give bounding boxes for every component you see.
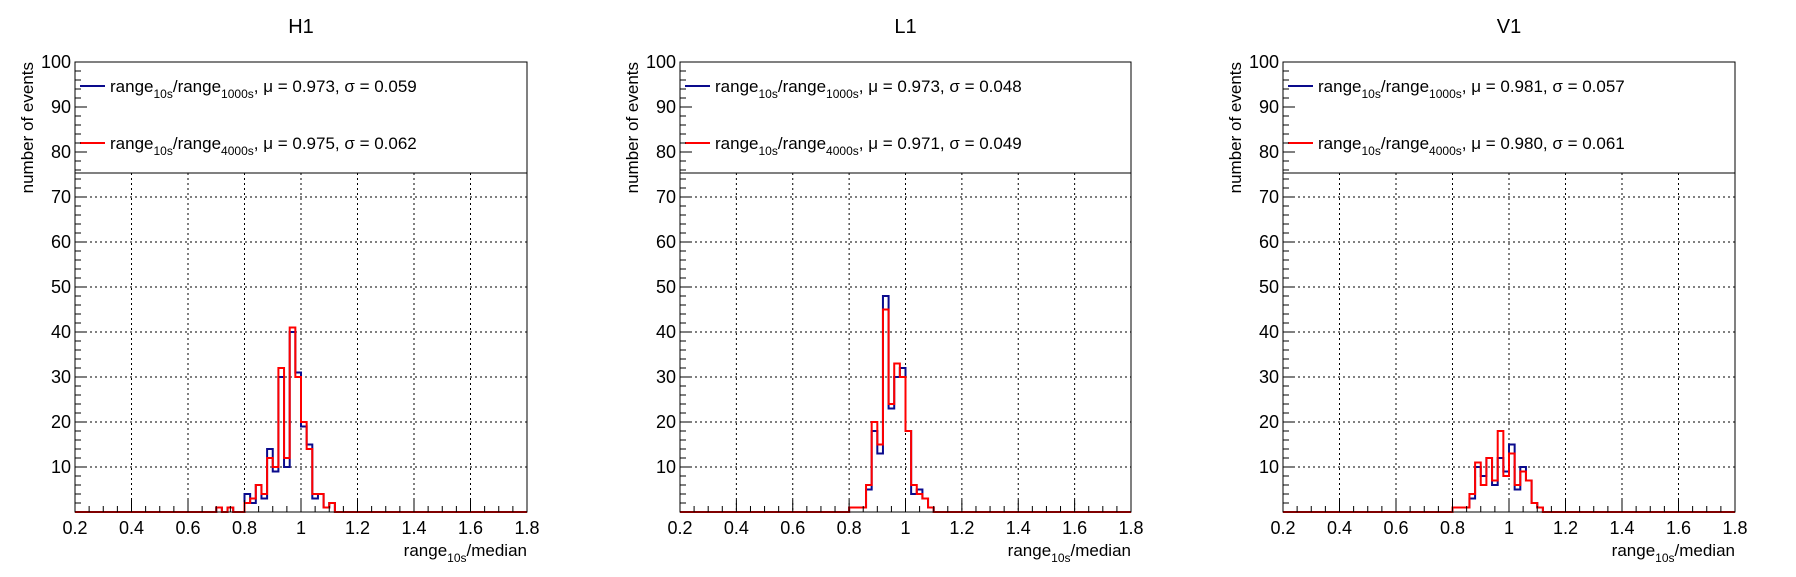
panel-v1: range10s/range1000s, μ = 0.981, σ = 0.05… xyxy=(1226,16,1748,565)
y-axis-label: number of events xyxy=(1226,62,1245,193)
y-tick-label: 40 xyxy=(51,322,71,342)
y-tick-label: 80 xyxy=(1259,142,1279,162)
x-tick-label: 0.4 xyxy=(119,518,144,538)
x-tick-label: 1.8 xyxy=(1722,518,1747,538)
x-axis-label: range10s/median xyxy=(404,541,527,565)
y-tick-label: 30 xyxy=(1259,367,1279,387)
y-tick-label: 10 xyxy=(1259,457,1279,477)
x-tick-label: 1 xyxy=(1504,518,1514,538)
x-tick-label: 1 xyxy=(900,518,910,538)
y-tick-label: 70 xyxy=(1259,187,1279,207)
legend-entry-2: range10s/range4000s, μ = 0.971, σ = 0.04… xyxy=(715,134,1022,158)
panel-title: L1 xyxy=(894,16,916,38)
x-tick-label: 0.8 xyxy=(232,518,257,538)
y-tick-label: 60 xyxy=(656,232,676,252)
y-tick-label: 30 xyxy=(656,367,676,387)
x-tick-label: 1 xyxy=(296,518,306,538)
legend: range10s/range1000s, μ = 0.973, σ = 0.05… xyxy=(74,61,528,174)
y-tick-label: 20 xyxy=(656,412,676,432)
y-tick-label: 40 xyxy=(1259,322,1279,342)
legend-entry-2: range10s/range4000s, μ = 0.975, σ = 0.06… xyxy=(110,134,417,158)
x-tick-label: 1.6 xyxy=(1666,518,1691,538)
x-tick-label: 0.6 xyxy=(1383,518,1408,538)
legend-entry-1: range10s/range1000s, μ = 0.973, σ = 0.04… xyxy=(715,77,1022,101)
x-tick-label: 0.6 xyxy=(175,518,200,538)
y-tick-label: 30 xyxy=(51,367,71,387)
x-tick-label: 1.4 xyxy=(401,518,426,538)
y-tick-label: 50 xyxy=(1259,277,1279,297)
y-tick-label: 100 xyxy=(1249,52,1279,72)
y-tick-label: 90 xyxy=(1259,97,1279,117)
y-tick-label: 60 xyxy=(1259,232,1279,252)
x-tick-label: 0.2 xyxy=(667,518,692,538)
histogram-series-2 xyxy=(75,326,527,513)
legend-entry-1: range10s/range1000s, μ = 0.981, σ = 0.05… xyxy=(1318,77,1625,101)
x-tick-label: 1.2 xyxy=(949,518,974,538)
legend-box xyxy=(679,61,1132,174)
histogram-series-2 xyxy=(1283,430,1735,513)
x-tick-label: 0.4 xyxy=(1327,518,1352,538)
y-tick-label: 60 xyxy=(51,232,71,252)
y-tick-label: 80 xyxy=(656,142,676,162)
x-axis-label: range10s/median xyxy=(1612,541,1735,565)
x-axis-label: range10s/median xyxy=(1008,541,1131,565)
x-tick-label: 1.6 xyxy=(1062,518,1087,538)
legend: range10s/range1000s, μ = 0.973, σ = 0.04… xyxy=(679,61,1132,174)
y-tick-label: 70 xyxy=(656,187,676,207)
y-tick-label: 90 xyxy=(51,97,71,117)
legend-box xyxy=(1282,61,1736,174)
x-tick-label: 1.8 xyxy=(514,518,539,538)
x-tick-label: 0.2 xyxy=(1270,518,1295,538)
legend-box xyxy=(74,61,528,174)
y-tick-label: 40 xyxy=(656,322,676,342)
y-tick-label: 10 xyxy=(51,457,71,477)
x-tick-label: 1.2 xyxy=(1553,518,1578,538)
histogram-series-2 xyxy=(680,308,1131,513)
x-tick-label: 0.8 xyxy=(837,518,862,538)
legend: range10s/range1000s, μ = 0.981, σ = 0.05… xyxy=(1282,61,1736,174)
x-tick-label: 1.2 xyxy=(345,518,370,538)
y-axis-label: number of events xyxy=(18,62,37,193)
y-tick-label: 20 xyxy=(1259,412,1279,432)
y-tick-label: 100 xyxy=(41,52,71,72)
x-tick-label: 0.4 xyxy=(724,518,749,538)
x-tick-label: 0.8 xyxy=(1440,518,1465,538)
panel-h1: range10s/range1000s, μ = 0.973, σ = 0.05… xyxy=(18,16,540,565)
y-tick-label: 80 xyxy=(51,142,71,162)
legend-entry-1: range10s/range1000s, μ = 0.973, σ = 0.05… xyxy=(110,77,417,101)
x-tick-label: 1.4 xyxy=(1006,518,1031,538)
y-tick-label: 70 xyxy=(51,187,71,207)
y-tick-label: 50 xyxy=(51,277,71,297)
y-tick-label: 90 xyxy=(656,97,676,117)
y-tick-label: 100 xyxy=(646,52,676,72)
x-tick-label: 0.2 xyxy=(62,518,87,538)
panel-title: H1 xyxy=(288,16,314,38)
x-tick-label: 1.4 xyxy=(1609,518,1634,538)
y-tick-label: 10 xyxy=(656,457,676,477)
x-tick-label: 1.6 xyxy=(458,518,483,538)
panel-l1: range10s/range1000s, μ = 0.973, σ = 0.04… xyxy=(623,16,1144,565)
x-tick-label: 1.8 xyxy=(1118,518,1143,538)
y-tick-label: 50 xyxy=(656,277,676,297)
panel-title: V1 xyxy=(1497,16,1521,38)
y-axis-label: number of events xyxy=(623,62,642,193)
legend-entry-2: range10s/range4000s, μ = 0.980, σ = 0.06… xyxy=(1318,134,1625,158)
x-tick-label: 0.6 xyxy=(780,518,805,538)
y-tick-label: 20 xyxy=(51,412,71,432)
